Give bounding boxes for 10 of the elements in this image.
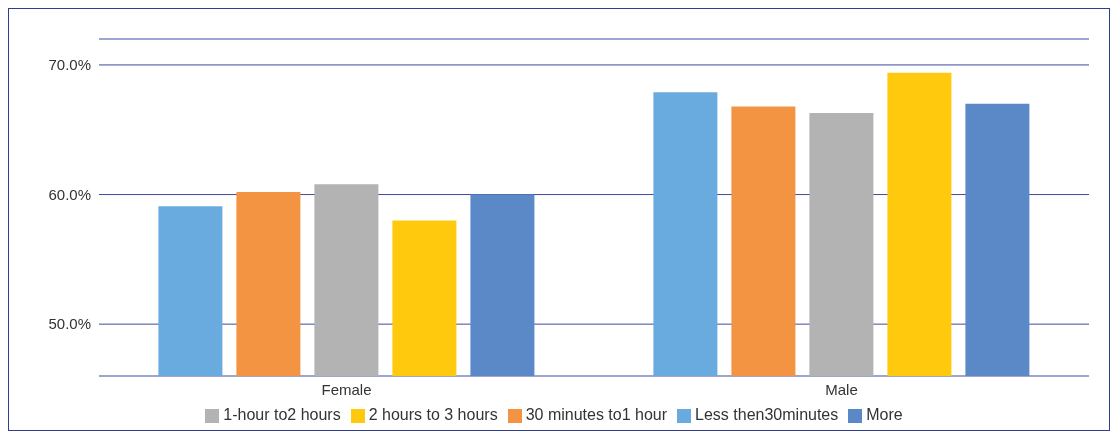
legend-label: 2 hours to 3 hours (368, 406, 498, 423)
x-tick-label: Female (321, 380, 372, 398)
legend-label: 1-hour to2 hours (223, 406, 341, 423)
x-tick-label: Male (825, 380, 858, 398)
y-tick-label: 70.0% (48, 56, 91, 74)
y-tick-label: 50.0% (48, 315, 91, 333)
legend-label: Less then30minutes (695, 406, 839, 423)
legend-label: More (866, 406, 903, 423)
y-tick-label: 60.0% (48, 185, 91, 203)
legend-label: 30 minutes to1 hour (525, 406, 668, 423)
